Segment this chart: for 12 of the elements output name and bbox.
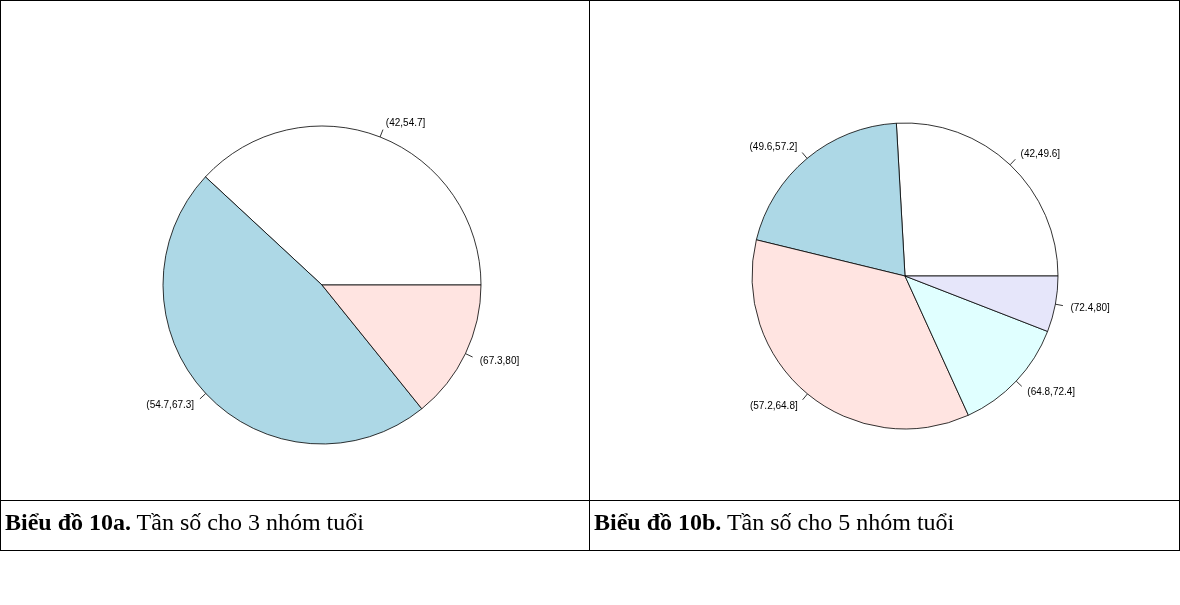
- text: Biểu đồ 10b.: [594, 509, 722, 535]
- slice-label: (67.3,80]: [479, 354, 520, 366]
- slice-label: (72.4,80]: [1070, 301, 1111, 313]
- slice-label: (49.6,57.2]: [749, 141, 798, 153]
- text: Tần số cho 3 nhóm tuổi: [136, 509, 364, 535]
- slice-label: (57.2,64.8]: [749, 400, 798, 412]
- slice-label: (64.8,72.4]: [1027, 386, 1076, 398]
- slice-label: (42,49.6]: [1020, 148, 1061, 160]
- slice-label: (54.7,67.3]: [146, 398, 195, 410]
- text: Biểu đồ 10a.: [5, 509, 132, 535]
- slice-label: (42,54.7]: [385, 116, 426, 128]
- text: Tần số cho 5 nhóm tuổi: [726, 509, 955, 535]
